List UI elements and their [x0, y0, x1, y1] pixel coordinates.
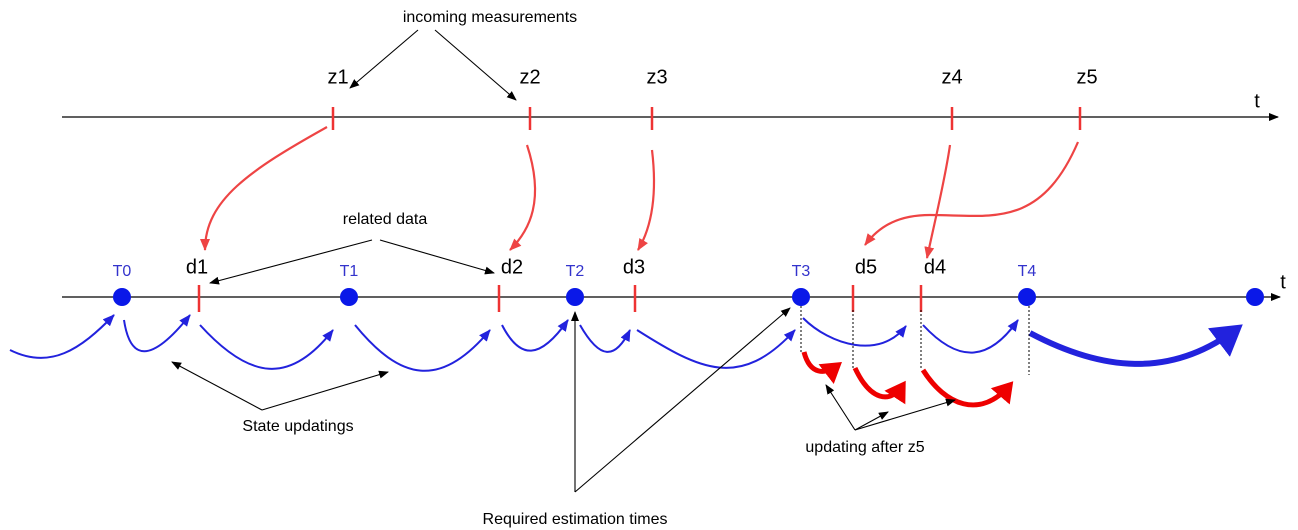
- measurement-label: z3: [646, 66, 667, 88]
- data-label: d3: [623, 256, 645, 278]
- pointer: [854, 411, 889, 431]
- pointer: [825, 384, 856, 431]
- pointer: [171, 361, 263, 411]
- annotation: related data: [343, 211, 428, 228]
- measurement-ticks: [331, 107, 1082, 130]
- axis-label: t: [1280, 271, 1286, 293]
- data-ticks: [197, 285, 923, 312]
- pointer: [854, 398, 956, 431]
- data-label: d5: [855, 256, 877, 278]
- time-label: T4: [1018, 263, 1037, 280]
- annotation: incoming measurements: [403, 9, 577, 26]
- annotation: updating after z5: [805, 439, 924, 456]
- axis-label: t: [1254, 90, 1260, 112]
- pointer: [209, 239, 373, 285]
- measurement-label: z2: [519, 66, 540, 88]
- estimation-dots: [113, 288, 1264, 306]
- time-label: T1: [340, 263, 359, 280]
- pointer: [261, 370, 389, 411]
- data-label: d1: [186, 256, 208, 278]
- pointer: [349, 29, 419, 89]
- annotation: Required estimation times: [483, 511, 668, 528]
- state-update-arcs: [9, 314, 1243, 372]
- time-label: T3: [792, 263, 811, 280]
- data-label: d2: [501, 256, 523, 278]
- dashed-guides: [800, 306, 1030, 375]
- annotation: State updatings: [242, 418, 353, 435]
- mapping-curves: [200, 126, 1080, 259]
- measurement-label: z4: [941, 66, 962, 88]
- data-label: d4: [924, 256, 946, 278]
- time-label: T0: [113, 263, 132, 280]
- measurement-label: z1: [327, 66, 348, 88]
- time-label: T2: [566, 263, 585, 280]
- pointer: [574, 307, 791, 493]
- measurement-label: z5: [1076, 66, 1097, 88]
- reupdate-arcs: [801, 351, 1014, 408]
- pointer: [434, 29, 517, 101]
- pointer: [379, 239, 495, 275]
